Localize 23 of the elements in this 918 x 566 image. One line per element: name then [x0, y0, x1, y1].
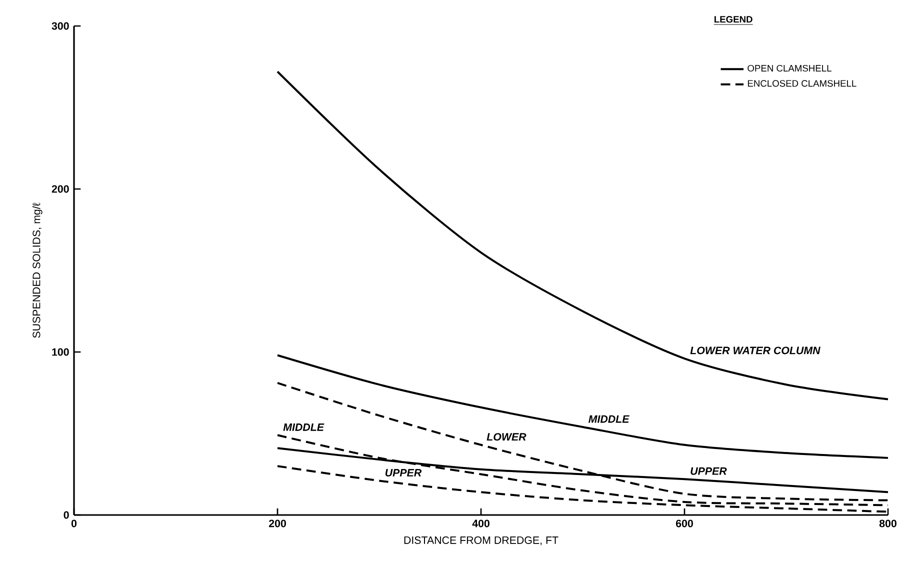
x-tick-label: 800: [879, 520, 896, 528]
x-tick-label: 0: [71, 520, 77, 528]
line-series: [276, 354, 889, 459]
line-series: [276, 70, 889, 400]
annotation: MIDDLE: [283, 424, 324, 431]
legend-title: LEGEND: [714, 16, 752, 23]
annotation: UPPER: [385, 469, 422, 476]
x-tick-label: 400: [472, 520, 490, 528]
legend-label: ENCLOSED CLAMSHELL: [748, 80, 856, 87]
annotation: LOWER: [486, 433, 526, 441]
annotation: LOWER WATER COLUMN: [690, 346, 820, 354]
y-tick-label: 200: [52, 185, 69, 193]
legend-label: OPEN CLAMSHELL: [748, 64, 832, 72]
annotation: MIDDLE: [588, 415, 630, 423]
y-tick-label: 0: [64, 511, 69, 519]
line-series: [276, 382, 889, 502]
y-tick-label: 300: [52, 22, 69, 30]
y-axis-title: SUSPENDED SOLIDS, mg/ℓ: [32, 202, 42, 338]
x-tick-label: 200: [268, 520, 286, 528]
x-axis-title: DISTANCE FROM DREDGE, FT: [404, 536, 558, 546]
y-tick-label: 100: [52, 348, 69, 356]
x-tick-label: 600: [676, 520, 693, 528]
annotation: UPPER: [690, 467, 727, 475]
